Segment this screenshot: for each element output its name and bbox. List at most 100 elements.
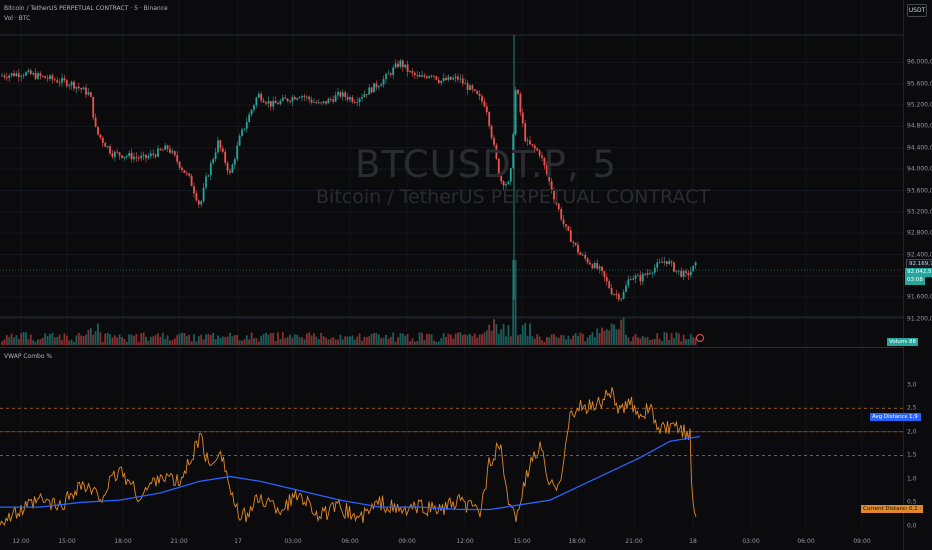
volume-bar bbox=[322, 336, 325, 345]
candle-body bbox=[526, 140, 529, 142]
current-distance-tag: Current Distance (%) bbox=[861, 505, 923, 513]
time-tick-label: 06:00 bbox=[797, 538, 815, 545]
candle-body bbox=[464, 83, 467, 85]
candle-body bbox=[447, 76, 450, 81]
volume-bar bbox=[188, 334, 191, 345]
candle-body bbox=[113, 151, 116, 157]
volume-bar bbox=[221, 336, 224, 345]
candle-body bbox=[63, 77, 66, 81]
volume-bar bbox=[550, 334, 553, 345]
volume-bar bbox=[25, 332, 27, 345]
candle-body bbox=[613, 294, 615, 295]
volume-bar bbox=[541, 340, 543, 345]
candle-body bbox=[123, 156, 126, 158]
volume-bar bbox=[497, 334, 500, 345]
indicator-title[interactable]: VWAP Combo % bbox=[4, 353, 53, 360]
volume-bar bbox=[363, 336, 366, 345]
volume-bar bbox=[245, 335, 248, 345]
price-tick-label: 96.000,0 bbox=[907, 58, 932, 66]
volume-tag: Volume bbox=[887, 338, 912, 346]
candle-body bbox=[298, 97, 301, 99]
volume-bar bbox=[435, 341, 438, 345]
candle-body bbox=[61, 77, 63, 83]
volume-bar bbox=[680, 341, 683, 345]
candle-body bbox=[634, 275, 637, 279]
price-tick-label: 91.200,0 bbox=[907, 315, 932, 323]
candle-body bbox=[346, 96, 349, 100]
volume-bar bbox=[219, 337, 222, 345]
candle-body bbox=[164, 145, 167, 150]
candle-body bbox=[490, 125, 493, 138]
candle-body bbox=[169, 148, 171, 153]
avg-distance-value: 1,9 bbox=[907, 413, 920, 421]
currency-button[interactable]: USDT bbox=[907, 4, 927, 17]
volume-bar bbox=[353, 339, 356, 345]
volume-bar bbox=[430, 334, 433, 345]
volume-bar bbox=[548, 337, 551, 345]
candle-body bbox=[629, 279, 632, 281]
volume-bar bbox=[214, 339, 217, 345]
volume-bar bbox=[469, 333, 471, 345]
volume-bar bbox=[176, 335, 179, 345]
candle-body bbox=[658, 261, 661, 263]
volume-bar bbox=[574, 333, 577, 345]
candle-body bbox=[173, 151, 176, 156]
price-tick-label: 95.200,0 bbox=[907, 101, 932, 109]
candle-body bbox=[466, 83, 469, 90]
pane-separator[interactable] bbox=[0, 347, 903, 348]
candle-body bbox=[281, 97, 284, 101]
volume-bar bbox=[524, 323, 527, 345]
candle-body bbox=[375, 83, 378, 88]
volume-bar bbox=[80, 335, 83, 345]
candle-body bbox=[159, 148, 162, 150]
candle-body bbox=[56, 80, 59, 83]
candle-body bbox=[682, 271, 685, 277]
volume-bar bbox=[351, 335, 354, 345]
candle-body bbox=[668, 261, 671, 264]
candle-body bbox=[656, 262, 659, 268]
volume-bar bbox=[269, 333, 272, 345]
candle-body bbox=[680, 270, 683, 277]
candle-body bbox=[92, 96, 95, 118]
candle-body bbox=[325, 101, 327, 104]
candle-body bbox=[421, 75, 423, 77]
candle-body bbox=[675, 270, 678, 272]
volume-bar bbox=[615, 329, 618, 345]
volume-bar bbox=[454, 333, 457, 345]
volume-bar bbox=[409, 341, 411, 345]
candle-body bbox=[255, 97, 258, 106]
time-tick-label: 03:00 bbox=[742, 538, 760, 545]
volume-bar bbox=[253, 338, 255, 345]
volume-bar bbox=[512, 260, 515, 345]
candle-body bbox=[248, 114, 251, 123]
candle-body bbox=[509, 168, 512, 182]
volume-bar bbox=[159, 336, 162, 345]
volume-bar bbox=[166, 335, 169, 345]
volume-bar bbox=[440, 338, 443, 345]
volume-legend[interactable]: Vol · BTC bbox=[4, 15, 31, 22]
candle-body bbox=[392, 67, 395, 75]
candle-body bbox=[622, 291, 625, 299]
volume-bar bbox=[337, 339, 339, 345]
volume-bar bbox=[665, 332, 668, 345]
price-tick-label: 94.000,0 bbox=[907, 165, 932, 173]
chart-title[interactable]: Bitcoin / TetherUS PERPETUAL CONTRACT · … bbox=[4, 5, 168, 12]
candle-body bbox=[1, 75, 3, 77]
volume-bar bbox=[370, 333, 373, 345]
candle-body bbox=[329, 98, 332, 100]
volume-bar bbox=[538, 336, 541, 345]
candle-body bbox=[217, 140, 219, 153]
candle-body bbox=[368, 87, 371, 95]
volume-bar bbox=[181, 332, 183, 345]
volume-bar bbox=[20, 333, 23, 345]
volume-bar bbox=[89, 327, 92, 345]
candle-body bbox=[3, 75, 6, 78]
candle-body bbox=[17, 73, 20, 77]
candle-body bbox=[541, 155, 543, 158]
clock-icon[interactable] bbox=[696, 334, 704, 342]
candle-body bbox=[651, 272, 654, 274]
volume-bar bbox=[233, 335, 236, 345]
candle-body bbox=[101, 137, 104, 143]
volume-bar bbox=[603, 330, 606, 345]
